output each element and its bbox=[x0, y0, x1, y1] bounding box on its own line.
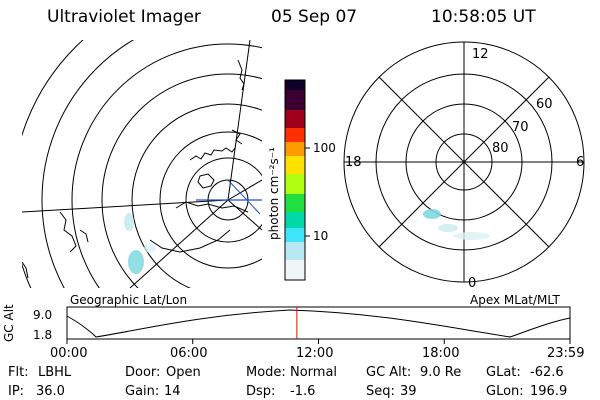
info-gcalt-value: 9.0 Re bbox=[420, 365, 462, 380]
colorbar-tick-10: 10 bbox=[313, 229, 329, 243]
coastline bbox=[22, 59, 249, 279]
polar-aurora bbox=[423, 209, 490, 240]
meridian-line bbox=[129, 199, 229, 288]
altitude-strip bbox=[66, 306, 571, 344]
meridian-line bbox=[227, 179, 262, 201]
info-filter-value: LBHL bbox=[38, 365, 72, 380]
info-glat-value: -62.6 bbox=[530, 365, 564, 380]
info-ip-label: IP: bbox=[8, 384, 25, 399]
lat-circle bbox=[185, 157, 262, 243]
mlt-label-6: 6 bbox=[576, 155, 585, 170]
info-gain-label: Gain: bbox=[125, 384, 160, 399]
info-seq-label: Seq: bbox=[366, 384, 395, 399]
info-glon-label: GLon: bbox=[486, 384, 524, 399]
instrument-title: Ultraviolet Imager bbox=[47, 7, 201, 27]
meridian-line bbox=[227, 40, 251, 201]
info-gcalt-label: GC Alt: bbox=[366, 365, 412, 380]
time-tick: 23:59 bbox=[547, 346, 585, 361]
lat-circle bbox=[101, 73, 262, 288]
altitude-axis-label: GC Alt bbox=[2, 304, 16, 342]
time-tick: 12:00 bbox=[296, 346, 334, 361]
mlt-label-18: 18 bbox=[345, 155, 362, 170]
aurora-emission bbox=[124, 213, 156, 274]
time-tick: 00:00 bbox=[50, 346, 88, 361]
lat-label-70: 70 bbox=[512, 120, 529, 135]
info-glon-value: 196.9 bbox=[530, 384, 568, 399]
info-dsp-value: -1.6 bbox=[290, 384, 316, 399]
altitude-tick-low: 1.8 bbox=[33, 328, 53, 342]
colorbar-unit-label: photon cm⁻²s⁻¹ bbox=[267, 147, 281, 240]
magnetic-meridian bbox=[227, 179, 261, 215]
meridian-line bbox=[22, 199, 229, 213]
info-dsp-label: Dsp: bbox=[246, 384, 276, 399]
lat-circle bbox=[131, 103, 262, 288]
altitude-curve bbox=[66, 309, 571, 338]
time-label: 10:58:05 UT bbox=[431, 7, 536, 27]
mlt-label-0: 0 bbox=[468, 276, 477, 291]
info-ip-value: 36.0 bbox=[36, 384, 65, 399]
info-mode-value: Normal bbox=[290, 365, 338, 380]
lat-circle bbox=[41, 40, 135, 288]
geo-map-caption: Geographic Lat/Lon bbox=[70, 293, 188, 307]
info-gain-value: 14 bbox=[164, 384, 181, 399]
info-filter-label: Flt: bbox=[8, 365, 29, 380]
time-tick: 06:00 bbox=[170, 346, 208, 361]
lat-circle bbox=[159, 131, 262, 269]
polar-caption: Apex MLat/MLT bbox=[470, 293, 560, 307]
info-seq-value: 39 bbox=[400, 384, 417, 399]
lat-label-80: 80 bbox=[492, 141, 509, 156]
colorbar-tick-100: 100 bbox=[313, 141, 336, 155]
mlt-label-12: 12 bbox=[472, 47, 489, 62]
polar-plot bbox=[343, 41, 585, 283]
colorbar bbox=[284, 79, 310, 281]
info-mode-label: Mode: bbox=[246, 365, 286, 380]
date-label: 05 Sep 07 bbox=[271, 7, 358, 27]
lat-label-60: 60 bbox=[536, 97, 553, 112]
info-door-label: Door: bbox=[125, 365, 161, 380]
info-door-value: Open bbox=[166, 365, 201, 380]
info-glat-label: GLat: bbox=[486, 365, 521, 380]
time-tick: 18:00 bbox=[422, 346, 460, 361]
altitude-tick-high: 9.0 bbox=[33, 308, 53, 322]
lat-circle bbox=[71, 43, 262, 288]
mlt-axis-diagonal bbox=[378, 76, 550, 248]
meridian-line bbox=[227, 199, 262, 231]
